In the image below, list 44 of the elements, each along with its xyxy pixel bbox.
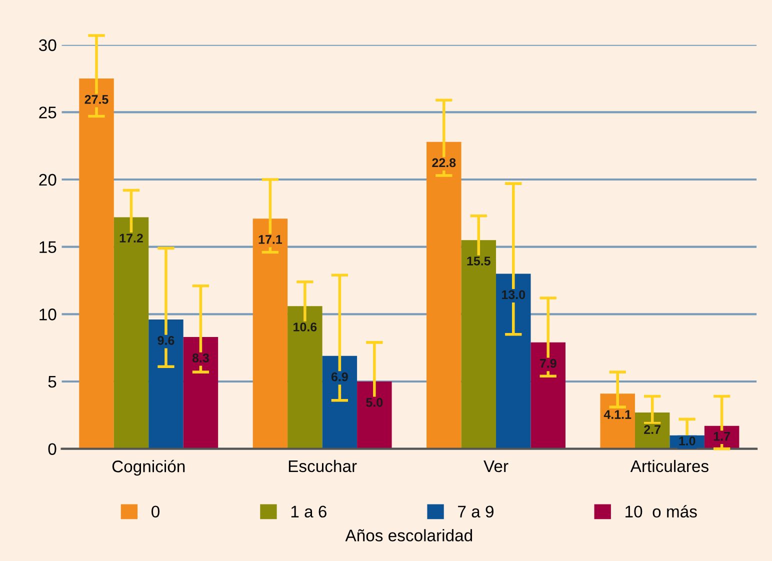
x-tick-label: Escuchar [288,460,357,472]
data-label: 10.6 [294,322,317,332]
bar [114,217,149,449]
data-label: 9.6 [158,336,174,345]
data-label: 22.8 [432,158,456,168]
data-label: 15.5 [467,256,490,266]
y-tick-label: 25 [39,106,56,118]
bar [288,306,322,449]
data-label: 1.0 [679,436,696,446]
y-tick-label: 5 [48,376,56,388]
legend-label: 1 a 6 [291,506,326,518]
legend-label: 10 o más [626,505,697,518]
data-label: 5.0 [366,398,383,407]
x-tick-label: Ver [484,460,508,472]
bar [322,356,358,449]
data-label: 6.9 [331,372,348,382]
x-tick-label: Articulares [630,460,708,472]
bar [496,274,531,449]
data-label: 7.9 [540,358,556,368]
bar [252,218,288,449]
bar [148,320,184,449]
bar [79,78,114,449]
data-label: 17.1 [258,235,282,244]
data-label: 17.2 [120,234,143,242]
data-label: 8.3 [192,354,209,362]
data-label: 27.5 [84,95,108,104]
bar [461,240,496,449]
legend-title: Años escolaridad [345,529,472,542]
data-label: 4.1.1 [604,410,632,419]
y-tick-label: 30 [39,39,56,52]
bar [426,142,462,449]
y-tick-label: 15 [40,241,56,254]
y-tick-label: 20 [39,174,56,186]
legend-label: 7 a 9 [458,506,494,518]
x-tick-label: Cognición [112,460,185,476]
bar [530,342,566,449]
data-label: 1.7 [714,432,730,441]
bar [357,381,392,449]
data-label: 2.7 [644,425,660,434]
y-tick-label: 0 [48,443,56,456]
y-tick-label: 10 [40,308,56,320]
data-label: 13.0 [502,290,526,300]
bar [183,337,218,449]
legend-label: 0 [152,506,160,518]
